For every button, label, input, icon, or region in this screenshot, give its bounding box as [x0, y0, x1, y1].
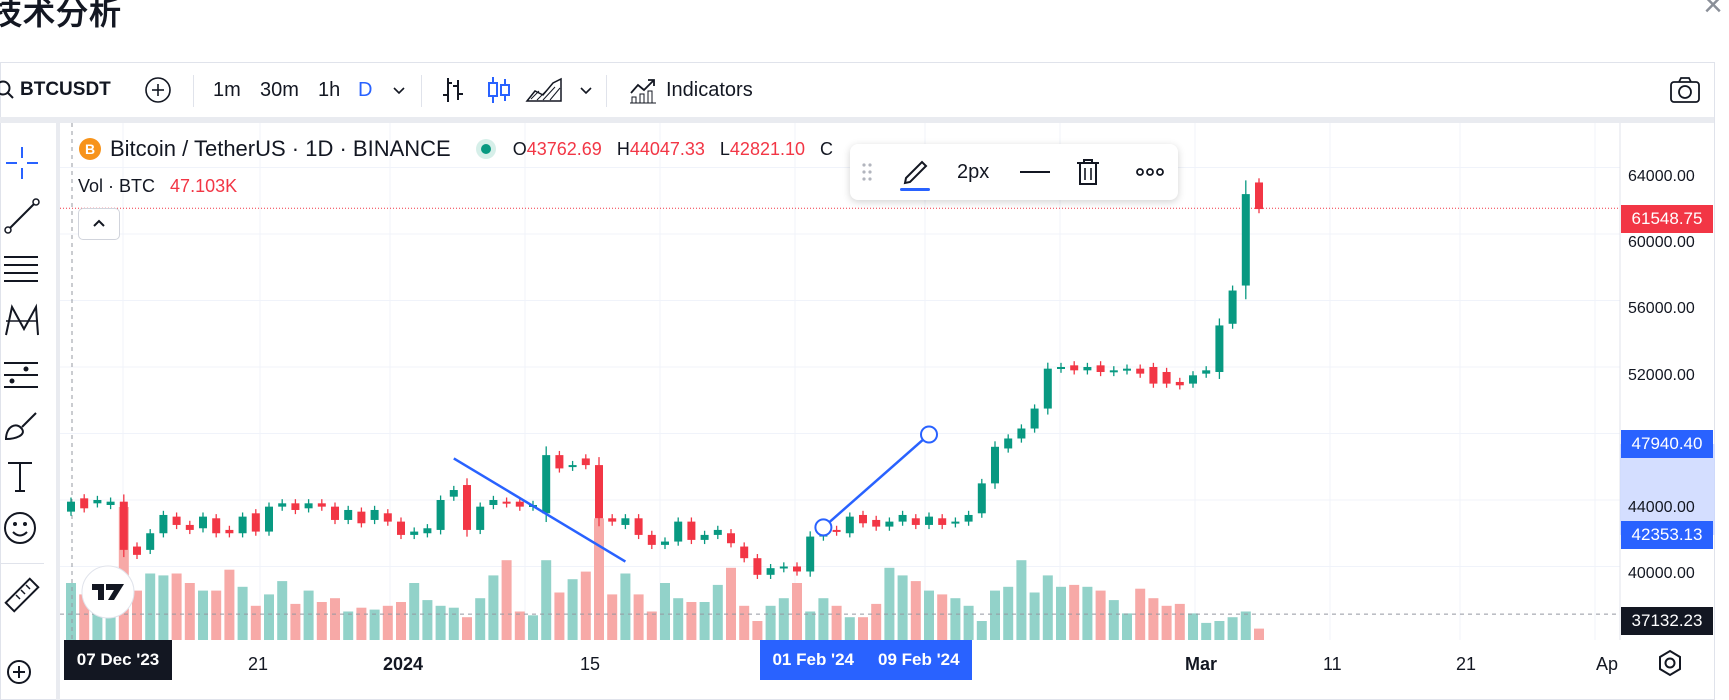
trend-line-icon[interactable]: [2, 196, 42, 236]
chart-legend: B Bitcoin / TetherUS · 1D · BINANCE O437…: [78, 136, 833, 162]
range-end-label: 09 Feb '24: [878, 650, 960, 669]
chevron-up-icon: [93, 219, 105, 227]
camera-icon: [1670, 77, 1700, 103]
open-label: O: [512, 138, 527, 159]
indicators-button[interactable]: Indicators: [628, 63, 753, 117]
text-icon[interactable]: [2, 457, 42, 497]
open-value: 43762.69: [526, 138, 602, 159]
zoom-in-icon[interactable]: [2, 655, 42, 695]
interval-30m[interactable]: 30m: [260, 78, 299, 101]
price-tick: 60000.00: [1628, 234, 1695, 251]
time-tick: Mar: [1185, 654, 1218, 674]
upper-range-price-label: 47940.40: [1621, 430, 1713, 458]
range-start-label: 01 Feb '24: [772, 650, 854, 669]
delete-drawing-button[interactable]: [1075, 144, 1101, 200]
time-tick: 2024: [383, 654, 424, 674]
price-tick: 64000.00: [1628, 168, 1695, 185]
time-tick: Ap: [1596, 654, 1619, 674]
close-icon[interactable]: ×: [1703, 0, 1723, 24]
candles-button[interactable]: [486, 63, 512, 117]
current-price-label: 61548.75: [1621, 205, 1713, 233]
pattern-icon[interactable]: [2, 301, 42, 341]
brush-icon[interactable]: [2, 405, 42, 445]
chevron-down-icon: [393, 87, 405, 95]
line-style-button[interactable]: [1020, 144, 1050, 200]
add-symbol-button[interactable]: [143, 63, 173, 117]
indicators-icon: [630, 79, 656, 104]
crosshair-time-label: 07 Dec '23: [64, 640, 172, 680]
prediction-icon[interactable]: [2, 355, 42, 395]
top-toolbar: BTCUSDT 1m 30m 1h D Indicators: [0, 63, 1714, 123]
settings-button[interactable]: [1655, 648, 1685, 683]
symbol-label: BTCUSDT: [20, 79, 111, 100]
time-tick: 11: [1323, 654, 1342, 674]
low-value: 42821.10: [729, 138, 805, 159]
left-drawing-toolbar: [0, 123, 60, 700]
ruler-icon[interactable]: [2, 575, 42, 615]
lower-range-price-label: 42353.13: [1621, 521, 1713, 549]
volume-label: Vol · BTC: [78, 176, 156, 196]
area-chart-icon: [525, 77, 562, 102]
emoji-icon[interactable]: [2, 508, 42, 548]
chart-type-dropdown[interactable]: [578, 63, 594, 117]
trash-icon: [1077, 159, 1099, 185]
fib-retracement-icon[interactable]: [2, 249, 42, 289]
svg-text:B: B: [85, 141, 95, 157]
line-width-button[interactable]: 2px: [957, 160, 990, 183]
volume-value: 47.103K: [170, 176, 238, 196]
line-color-button[interactable]: [898, 144, 932, 200]
search-icon: [0, 80, 14, 99]
volume-legend: Vol · BTC 47.103K: [78, 176, 237, 197]
candles-icon: [488, 77, 510, 103]
drawing-toolbar: 2px: [850, 144, 1178, 200]
gear-icon: [1659, 649, 1681, 677]
interval-dropdown[interactable]: [391, 63, 407, 117]
time-tick: 15: [580, 654, 601, 674]
high-label: H: [616, 138, 630, 159]
bar-chart-icon: [443, 78, 463, 102]
indicators-label: Indicators: [666, 78, 753, 101]
symbol-title: Bitcoin / TetherUS · 1D · BINANCE: [110, 136, 451, 161]
interval-1m[interactable]: 1m: [213, 78, 241, 101]
add-symbol-icon: [145, 77, 171, 103]
chevron-down-icon: [580, 87, 592, 95]
market-status-icon: [475, 139, 496, 159]
interval-1h[interactable]: 1h: [318, 78, 341, 101]
close-label: C: [820, 138, 834, 159]
interval-d[interactable]: D: [358, 78, 373, 101]
price-tick: 44000.00: [1628, 499, 1695, 516]
collapse-legend-button[interactable]: [78, 208, 120, 240]
time-tick: 21: [1456, 654, 1477, 674]
bitcoin-icon: B: [79, 138, 101, 160]
price-tick: 40000.00: [1628, 565, 1695, 582]
crosshair-price-label: 37132.23: [1621, 607, 1713, 635]
more-icon: [1136, 168, 1164, 176]
crosshair-icon[interactable]: [2, 143, 42, 183]
selected-time-range: 01 Feb '24 09 Feb '24: [760, 640, 972, 680]
time-tick: 21: [248, 654, 269, 674]
price-tick: 52000.00: [1628, 367, 1695, 384]
drag-handle-icon: [862, 163, 872, 181]
area-chart-button[interactable]: [525, 63, 563, 117]
line-style-icon: [1020, 171, 1050, 173]
bar-chart-button[interactable]: [440, 63, 466, 117]
drag-handle[interactable]: [860, 144, 874, 200]
low-label: L: [719, 138, 730, 159]
price-tick: 56000.00: [1628, 300, 1695, 317]
page-title: 技术分析: [0, 0, 123, 31]
more-options-button[interactable]: [1135, 144, 1165, 200]
symbol-search-button[interactable]: BTCUSDT: [0, 63, 111, 117]
screenshot-button[interactable]: [1668, 63, 1702, 117]
high-value: 44047.33: [629, 138, 705, 159]
pencil-icon: [900, 160, 930, 191]
